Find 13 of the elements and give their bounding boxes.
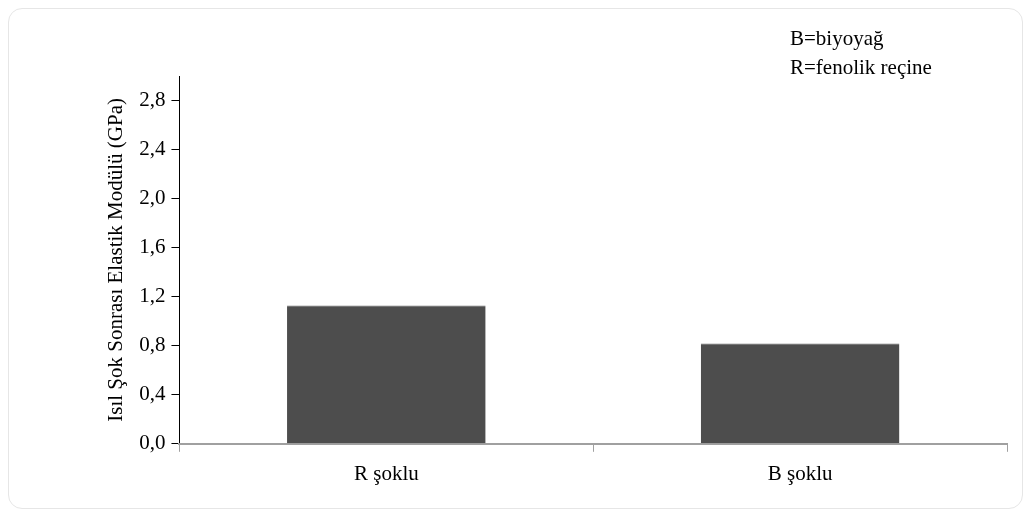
y-tick-label: 2,4 <box>139 136 166 161</box>
annotation: R=fenolik reçine <box>790 54 932 81</box>
y-tick-label: 2,8 <box>139 87 166 112</box>
x-tick-label: B şoklu <box>767 460 833 485</box>
y-tick-label: 1,2 <box>139 283 166 308</box>
y-tick-label: 0,8 <box>139 332 166 357</box>
y-tick-label: 2,0 <box>139 185 166 210</box>
x-tick-label: R şoklu <box>353 460 420 485</box>
y-tick-label: 1,6 <box>139 234 166 259</box>
text: B=biyoyağ <box>790 25 885 52</box>
y-tick-label: 0,4 <box>139 381 166 406</box>
y-tick-label: 0,0 <box>139 430 166 455</box>
y-axis-title: Isıl Şok Sonrası Elastik Modülü (GPa) <box>103 98 128 422</box>
